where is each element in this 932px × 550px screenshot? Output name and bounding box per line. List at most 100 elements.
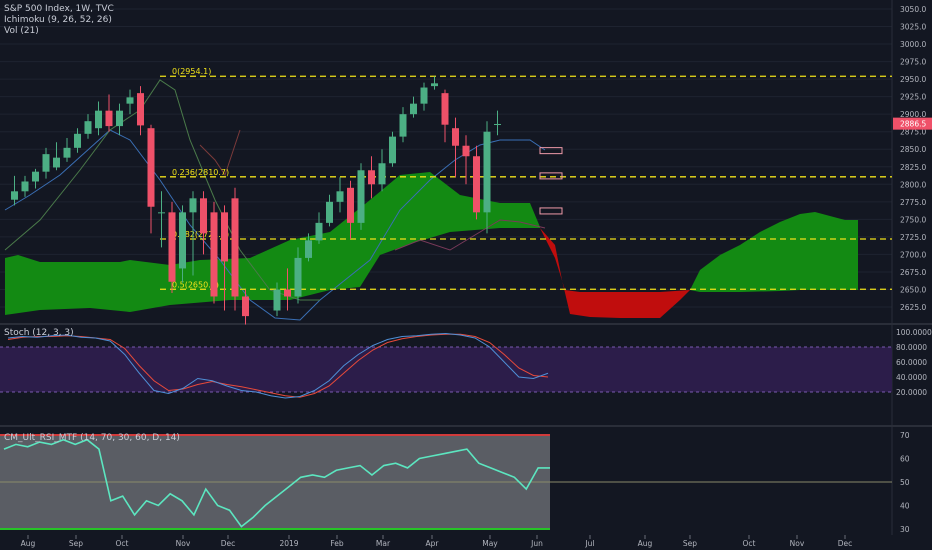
time-axis-label: Nov — [176, 539, 191, 548]
candle-body — [189, 198, 197, 213]
price-badge-label: 2886.5 — [900, 120, 926, 129]
candle-body — [53, 157, 60, 168]
time-axis-label: Sep — [683, 539, 697, 548]
time-axis-label: Nov — [790, 539, 805, 548]
ichimoku-cloud-bull — [5, 172, 540, 315]
time-axis-label: Apr — [426, 539, 440, 548]
time-axis-label: Jul — [584, 539, 594, 548]
candle-body — [357, 170, 365, 223]
candle-body — [389, 136, 396, 164]
time-axis-label: Dec — [838, 539, 853, 548]
target-box — [539, 147, 563, 155]
stoch-legend: Stoch (12, 3, 3) — [4, 328, 74, 339]
time-axis-label: Mar — [376, 539, 391, 548]
rsi-axis-label: 50 — [900, 478, 910, 487]
fib-label-0: 0(2954.1) — [172, 67, 211, 76]
time-axis-label: Oct — [743, 539, 756, 548]
candle-body — [21, 181, 29, 192]
rsi-legend: CM_Ult_RSI_MTF (14, 70, 30, 60, D, 14) — [4, 433, 180, 444]
candle-body — [399, 114, 407, 137]
candle-body — [284, 289, 291, 297]
candle-body — [147, 128, 155, 207]
candle-body — [84, 121, 92, 134]
candle-body — [347, 187, 354, 223]
fib-label-0.5: 0.5(2650.3) — [172, 280, 219, 289]
candle-body — [294, 257, 302, 297]
rsi-axis-label: 30 — [900, 525, 910, 534]
rsi-axis-label: 70 — [900, 431, 910, 440]
time-axis-label: 2019 — [279, 539, 298, 548]
candle-body — [441, 93, 449, 125]
rsi-label: CM_Ult_RSI_MTF (14, 70, 30, 60, D, 14) — [4, 433, 180, 443]
candle-body — [273, 289, 281, 311]
stoch-label: Stoch (12, 3, 3) — [4, 328, 74, 338]
candle-body — [168, 212, 176, 282]
candles — [11, 76, 501, 325]
price-axis-label: 3050.0 — [900, 5, 926, 14]
price-axis-label: 2650.0 — [900, 285, 926, 294]
candle-body — [179, 212, 186, 269]
symbol-label: S&P 500 Index, 1W, TVC — [4, 4, 114, 14]
candle-body — [63, 147, 71, 158]
candle-body — [483, 131, 491, 213]
rsi-axis-label: 60 — [900, 455, 910, 464]
price-axis-label: 2850.0 — [900, 145, 926, 154]
candle-body — [95, 110, 102, 129]
price-axis-label: 2775.0 — [900, 198, 926, 207]
price-axis-label: 3000.0 — [900, 40, 926, 49]
ichimoku-cloud-bear — [540, 228, 690, 318]
price-axis-label: 2725.0 — [900, 233, 926, 242]
price-badge-box — [893, 117, 932, 130]
ichimoku-span-line — [394, 219, 546, 251]
candle-body — [378, 163, 386, 185]
price-axis-label: 2700.0 — [900, 250, 926, 259]
fib-label-0.236: 0.236(2810.7) — [172, 168, 229, 177]
time-axis-label: Sep — [69, 539, 83, 548]
time-axis-label: May — [482, 539, 498, 548]
candle-body — [462, 145, 470, 157]
candle-body — [42, 154, 50, 172]
ichimoku-label: Ichimoku (9, 26, 52, 26) — [4, 15, 112, 25]
main-legend: S&P 500 Index, 1W, TVC Ichimoku (9, 26, … — [4, 4, 114, 37]
candle-body — [32, 171, 39, 182]
time-axis-label: Jun — [530, 539, 543, 548]
candle-body — [116, 110, 123, 127]
stoch-axis-label: 80.0000 — [896, 343, 927, 352]
time-axis-label: Oct — [116, 539, 129, 548]
ichimoku-lagging-line — [4, 79, 320, 301]
candle-body — [221, 212, 228, 262]
stoch-axis-label: 20.0000 — [896, 388, 927, 397]
candle-body — [420, 87, 428, 104]
candle-body — [137, 93, 144, 126]
candle-body — [158, 212, 165, 214]
candle-body — [11, 191, 18, 200]
candle-body — [105, 110, 113, 127]
time-axis-label: Aug — [638, 539, 653, 548]
price-axis-label: 2875.0 — [900, 128, 926, 137]
time-axis-label: Dec — [221, 539, 236, 548]
target-box — [539, 172, 563, 180]
price-axis-label: 2750.0 — [900, 215, 926, 224]
candle-body — [494, 123, 501, 125]
time-axis-label: Feb — [330, 539, 344, 548]
price-axis-label: 2950.0 — [900, 75, 926, 84]
candle-body — [126, 97, 134, 104]
price-axis-label: 2625.0 — [900, 303, 926, 312]
price-axis-label: 2975.0 — [900, 58, 926, 67]
stoch-axis-label: 100.0000 — [896, 328, 932, 337]
candle-body — [473, 156, 480, 213]
price-axis-label: 2825.0 — [900, 163, 926, 172]
rsi-line — [3, 438, 550, 528]
stoch-band — [0, 347, 892, 392]
price-axis-label: 2900.0 — [900, 110, 926, 119]
stoch-axis-label: 40.0000 — [896, 373, 927, 382]
price-axis-label: 2675.0 — [900, 268, 926, 277]
fib-label-0.382: 0.382(2722.0) — [172, 230, 229, 239]
ichimoku-cloud-future-bull — [690, 212, 858, 292]
candle-body — [315, 222, 323, 241]
candle-body — [452, 128, 459, 146]
candle-body — [74, 133, 81, 148]
candle-body — [410, 103, 417, 115]
stoch-k-line — [7, 332, 549, 399]
